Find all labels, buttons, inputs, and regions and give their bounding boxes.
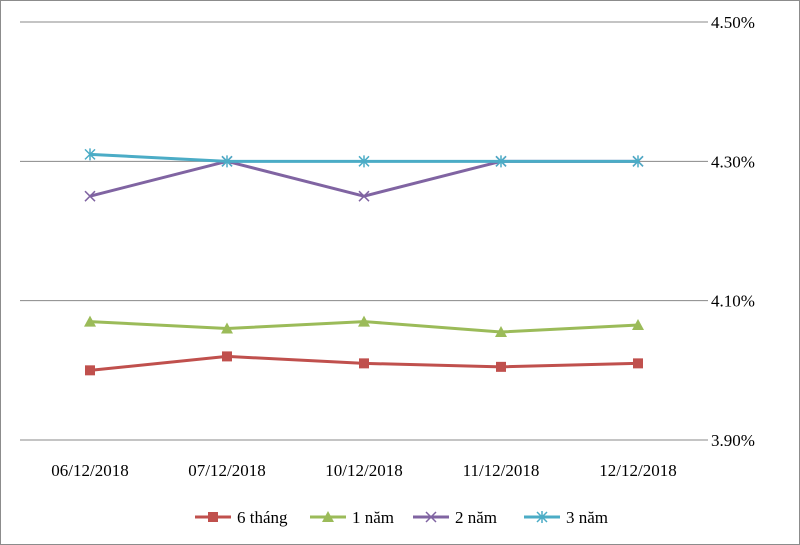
legend-marker [208,512,218,522]
data-point [222,351,232,362]
series-lines [84,148,644,376]
y-tick-label: 4.50% [711,13,755,32]
data-point [496,361,506,372]
legend-label: 2 năm [455,508,497,527]
legend-marker [536,511,548,523]
legend-marker [322,511,334,522]
data-point [84,148,96,161]
data-point [632,155,644,168]
legend-label: 1 năm [352,508,394,527]
x-tick-label: 07/12/2018 [188,461,265,480]
y-axis-tick-labels: 3.90% 4.10% 4.30% 4.50% [711,13,755,450]
x-axis-tick-labels: 06/12/2018 07/12/2018 10/12/2018 11/12/2018… [51,461,676,480]
data-point [633,358,643,369]
y-tick-label: 3.90% [711,431,755,450]
y-tick-label: 4.30% [711,152,755,171]
data-point [495,155,507,168]
legend: 6 tháng 1 năm 2 năm 3 năm [195,508,608,527]
x-tick-label: 06/12/2018 [51,461,128,480]
data-point [358,315,370,327]
x-tick-label: 12/12/2018 [599,461,676,480]
data-point [495,326,507,338]
data-point [632,319,644,331]
data-point [221,322,233,334]
data-point [84,315,96,327]
legend-label: 6 tháng [237,508,288,527]
legend-marker [425,511,437,523]
gridlines [20,21,708,441]
data-point [84,190,96,202]
x-tick-label: 11/12/2018 [463,461,540,480]
x-tick-label: 10/12/2018 [325,461,402,480]
y-tick-label: 4.10% [711,292,755,311]
data-point [221,155,233,168]
data-point [358,155,370,168]
legend-label: 3 năm [566,508,608,527]
data-point [85,365,95,376]
data-point [358,190,370,202]
data-point [359,358,369,369]
